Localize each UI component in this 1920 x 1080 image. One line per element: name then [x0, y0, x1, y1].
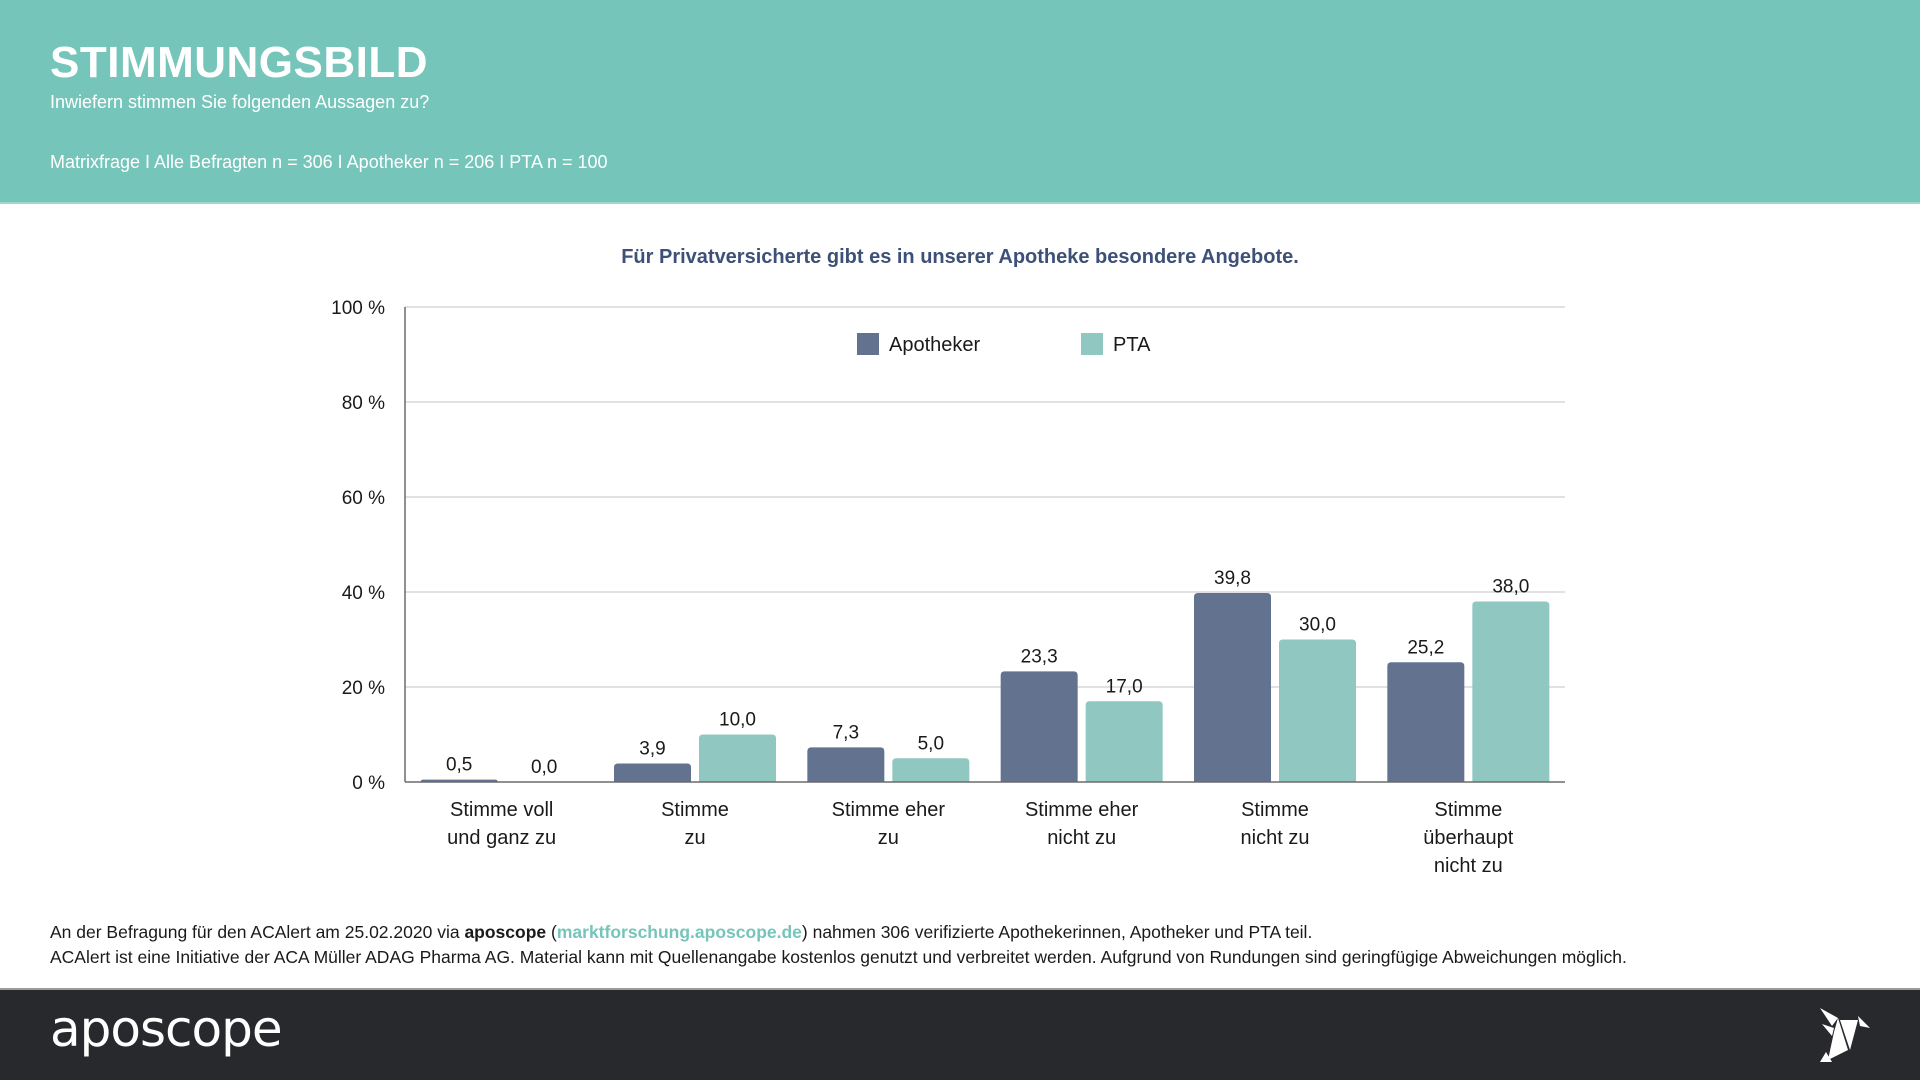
x-tick-label: nicht zu: [1241, 827, 1310, 849]
bar-apotheker: [807, 747, 885, 782]
data-label: 10,0: [719, 710, 756, 731]
chart-title: Für Privatversicherte gibt es in unserer…: [621, 246, 1299, 268]
footnote: An der Befragung für den ACAlert am 25.0…: [50, 920, 1890, 970]
page-title: STIMMUNGSBILD: [50, 38, 429, 87]
data-label: 0,5: [446, 755, 472, 776]
x-tick-label: Stimme voll: [450, 799, 553, 821]
x-tick-label: Stimme eher: [832, 799, 946, 821]
x-tick-label: nicht zu: [1047, 827, 1116, 849]
y-tick-label: 60 %: [342, 488, 385, 509]
bar-pta: [1085, 701, 1163, 782]
footnote-text: (: [546, 922, 557, 942]
y-tick-label: 0 %: [352, 773, 385, 794]
header-banner: STIMMUNGSBILD Inwiefern stimmen Sie folg…: [0, 0, 1920, 204]
x-tick-label: Stimme: [1434, 799, 1502, 821]
data-label: 3,9: [639, 738, 665, 759]
origami-bird-icon: [1820, 1008, 1870, 1062]
data-label: 25,2: [1407, 637, 1444, 658]
y-tick-label: 20 %: [342, 678, 385, 699]
footnote-text: ) nahmen 306 verifizierte Apothekerinnen…: [801, 922, 1313, 942]
bar-pta: [1472, 601, 1550, 782]
data-label: 17,0: [1106, 676, 1143, 697]
data-label: 38,0: [1492, 577, 1529, 598]
footnote-link[interactable]: marktforschung.aposcope.de: [556, 922, 802, 942]
legend-swatch-apotheker: [857, 333, 879, 355]
bar-apotheker: [1387, 662, 1465, 782]
y-tick-label: 100 %: [331, 298, 385, 319]
x-tick-label: zu: [878, 827, 899, 849]
page-subtitle: Inwiefern stimmen Sie folgenden Aussagen…: [50, 92, 430, 112]
data-label: 0,0: [531, 757, 557, 778]
x-tick-label: und ganz zu: [447, 827, 556, 849]
x-tick-label: nicht zu: [1434, 855, 1503, 877]
x-tick-label: Stimme: [661, 799, 729, 821]
data-label: 23,3: [1021, 646, 1058, 667]
y-tick-label: 40 %: [342, 583, 385, 604]
aposcope-logo: aposcope: [50, 1000, 283, 1058]
legend-swatch-pta: [1081, 333, 1103, 355]
bar-apotheker: [614, 763, 691, 782]
data-label: 39,8: [1214, 568, 1251, 589]
footer-bar: aposcope: [0, 988, 1920, 1080]
footnote-line-2: ACAlert ist eine Initiative der ACA Müll…: [50, 947, 1627, 967]
bar-pta: [699, 734, 776, 782]
footnote-line-1: An der Befragung für den ACAlert am 25.0…: [50, 920, 1890, 945]
data-label: 7,3: [833, 722, 859, 743]
data-label: 30,0: [1299, 615, 1336, 636]
bar-apotheker: [1000, 671, 1078, 782]
bar-pta: [892, 758, 970, 782]
legend-label-apotheker: Apotheker: [889, 334, 981, 356]
footnote-text: An der Befragung für den ACAlert am 25.0…: [50, 922, 465, 942]
x-tick-label: überhaupt: [1423, 827, 1514, 849]
x-tick-label: Stimme eher: [1025, 799, 1139, 821]
sample-info: Matrixfrage I Alle Befragten n = 306 I A…: [50, 152, 608, 172]
bar-pta: [1279, 639, 1356, 782]
legend-label-pta: PTA: [1113, 334, 1151, 356]
data-label: 5,0: [918, 733, 944, 754]
y-tick-label: 80 %: [342, 393, 385, 414]
footnote-brand: aposcope: [464, 922, 547, 942]
bar-apotheker: [1194, 592, 1271, 782]
x-tick-label: Stimme: [1241, 799, 1309, 821]
x-tick-label: zu: [684, 827, 705, 849]
